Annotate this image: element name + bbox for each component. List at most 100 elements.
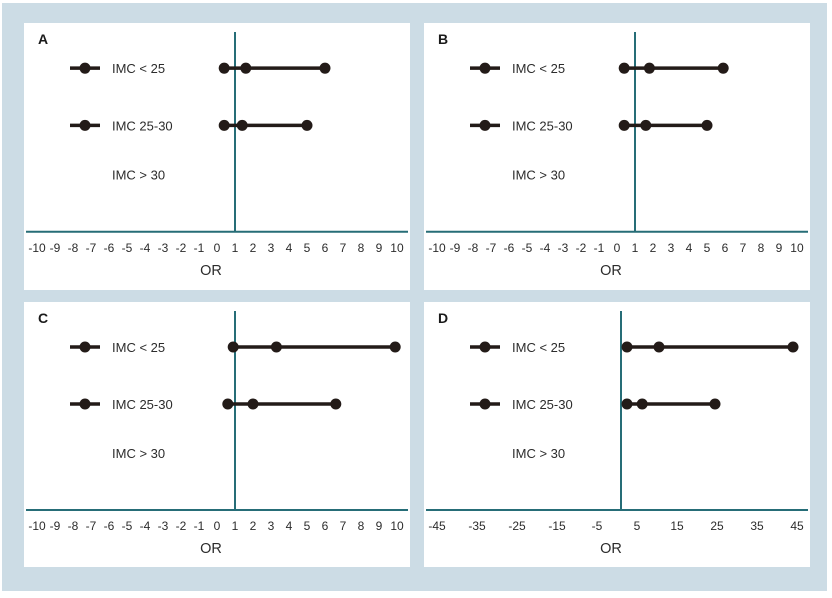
row-label: IMC > 30: [112, 168, 165, 183]
x-axis-tick-label: 10: [790, 241, 804, 255]
x-axis-tick-label: 5: [634, 519, 641, 533]
x-axis-tick-label: 7: [340, 519, 347, 533]
ci-low-dot: [621, 398, 633, 410]
legend-key-dot: [479, 341, 491, 353]
row-label: IMC 25-30: [112, 397, 173, 412]
x-axis-tick-label: -1: [194, 519, 205, 533]
estimate-dot: [636, 398, 648, 410]
x-axis-tick-label: -15: [548, 519, 566, 533]
ci-low-dot: [618, 62, 630, 74]
x-axis-tick-label: 8: [358, 519, 365, 533]
panel-a: -10 -9 -8 -7 -6 -5 -4 -3 -2 -1 0 1 2 3 4 5 6 7 8 9 10 OR IMC <…: [24, 23, 410, 290]
x-axis-tick-label: -8: [68, 519, 79, 533]
x-axis-tick-label: 3: [268, 519, 275, 533]
x-axis-tick-label: 1: [232, 241, 239, 255]
legend-key-dot: [79, 341, 91, 353]
panel-d-label: D: [438, 310, 449, 326]
estimate-dot: [640, 119, 652, 131]
x-axis-tick-label: 4: [686, 241, 693, 255]
x-axis-tick-label: 8: [358, 241, 365, 255]
x-axis-tick-label: -10: [428, 241, 446, 255]
x-axis-tick-label: 9: [376, 519, 383, 533]
estimate-dot: [653, 341, 665, 353]
panel-a-label: A: [38, 31, 49, 47]
row-label: IMC < 25: [512, 61, 565, 76]
ci-high-dot: [701, 119, 713, 131]
x-axis-tick-label: 6: [322, 519, 329, 533]
legend-key-dot: [79, 119, 91, 131]
x-axis-tick-label: 4: [286, 241, 293, 255]
estimate-dot: [240, 62, 252, 74]
estimate-dot: [270, 341, 282, 353]
legend-key-dot: [479, 398, 491, 410]
x-axis-tick-label: -5: [522, 241, 533, 255]
ci-low-dot: [618, 119, 630, 131]
ci-low-dot: [227, 341, 239, 353]
x-axis-tick-label: -8: [68, 241, 79, 255]
x-axis-tick-label: 15: [670, 519, 684, 533]
x-axis-tick-label: -3: [558, 241, 569, 255]
x-axis-tick-label: 1: [632, 241, 639, 255]
x-axis-tick-label: 2: [250, 519, 257, 533]
x-axis-tick-label: -5: [592, 519, 603, 533]
x-axis-tick-label: -3: [158, 519, 169, 533]
estimate-dot: [236, 119, 248, 131]
panel-b: -10 -9 -8 -7 -6 -5 -4 -3 -2 -1 0 1 2 3 4 5 6 7 8 9 10 OR IMC <…: [424, 23, 810, 290]
estimate-dot: [643, 62, 655, 74]
x-axis-tick-label: 0: [214, 519, 221, 533]
x-axis-tick-label: -25: [508, 519, 526, 533]
ci-low-dot: [218, 119, 230, 131]
ci-high-dot: [301, 119, 313, 131]
x-axis-tick-label: -45: [428, 519, 446, 533]
ci-high-dot: [330, 398, 342, 410]
x-axis-tick-label: -7: [486, 241, 497, 255]
x-axis-tick-label: 2: [250, 241, 257, 255]
figure-canvas: -10 -9 -8 -7 -6 -5 -4 -3 -2 -1 0 1 2 3 4 5 6 7 8 9 10 OR IMC <…: [2, 3, 827, 591]
x-axis-tick-label: 5: [304, 241, 311, 255]
legend-key-dot: [479, 62, 491, 74]
panel-c-label: C: [38, 310, 49, 326]
legend-key-dot: [79, 398, 91, 410]
x-axis-tick-label: -4: [540, 241, 551, 255]
ci-low-dot: [222, 398, 234, 410]
x-axis-tick-label: -8: [468, 241, 479, 255]
x-axis-tick-label: -6: [104, 241, 115, 255]
x-axis-tick-label: 4: [286, 519, 293, 533]
x-axis-tick-label: 8: [758, 241, 765, 255]
x-axis-tick-label: -1: [594, 241, 605, 255]
row-label: IMC < 25: [112, 340, 165, 355]
ci-low-dot: [218, 62, 230, 74]
x-axis-tick-label: 35: [750, 519, 764, 533]
x-axis-tick-label: 6: [322, 241, 329, 255]
x-axis-tick-label: 10: [390, 519, 404, 533]
x-axis-title: OR: [600, 263, 622, 279]
row-label: IMC < 25: [112, 61, 165, 76]
x-axis-tick-label: 3: [668, 241, 675, 255]
x-axis-tick-label: 9: [376, 241, 383, 255]
ci-high-dot: [709, 398, 721, 410]
x-axis-tick-label: -7: [86, 241, 97, 255]
ci-high-dot: [389, 341, 401, 353]
x-axis-tick-label: 45: [790, 519, 804, 533]
x-axis-tick-label: 0: [214, 241, 221, 255]
x-axis-tick-label: 7: [340, 241, 347, 255]
x-axis-tick-label: 3: [268, 241, 275, 255]
x-axis-title: OR: [200, 541, 222, 557]
x-axis-tick-label: -10: [28, 519, 46, 533]
x-axis-tick-label: -3: [158, 241, 169, 255]
panel-b-label: B: [438, 31, 449, 47]
x-axis-tick-label: -9: [50, 241, 61, 255]
x-axis-tick-label: -1: [194, 241, 205, 255]
x-axis-tick-label: -2: [176, 519, 187, 533]
x-axis-tick-label: -2: [176, 241, 187, 255]
row-label: IMC < 25: [512, 340, 565, 355]
row-label: IMC 25-30: [112, 118, 173, 133]
x-axis-tick-label: 9: [776, 241, 783, 255]
x-axis-tick-label: -5: [122, 519, 133, 533]
legend-key-dot: [479, 119, 491, 131]
x-axis-tick-label: -35: [468, 519, 486, 533]
row-label: IMC > 30: [512, 446, 565, 461]
